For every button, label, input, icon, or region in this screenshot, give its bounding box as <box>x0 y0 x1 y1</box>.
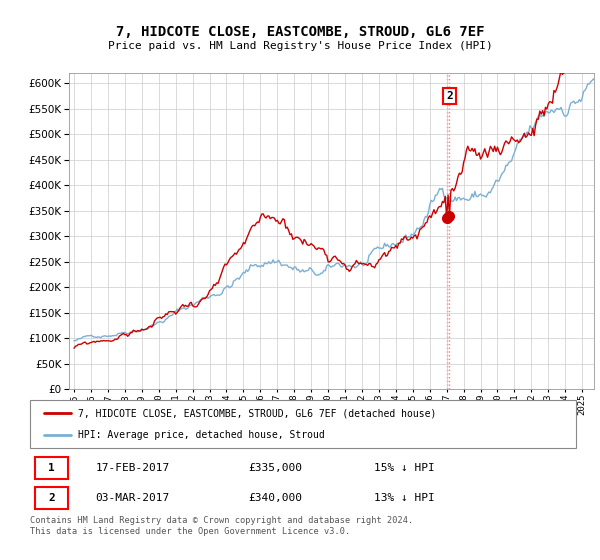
Text: 1: 1 <box>49 463 55 473</box>
Text: HPI: Average price, detached house, Stroud: HPI: Average price, detached house, Stro… <box>78 430 325 440</box>
Text: £340,000: £340,000 <box>248 493 302 503</box>
Text: 2: 2 <box>49 493 55 503</box>
Text: 2: 2 <box>446 91 453 101</box>
Text: Price paid vs. HM Land Registry's House Price Index (HPI): Price paid vs. HM Land Registry's House … <box>107 41 493 52</box>
FancyBboxPatch shape <box>35 457 68 479</box>
Text: £335,000: £335,000 <box>248 463 302 473</box>
FancyBboxPatch shape <box>35 487 68 509</box>
Text: 17-FEB-2017: 17-FEB-2017 <box>95 463 170 473</box>
Text: 03-MAR-2017: 03-MAR-2017 <box>95 493 170 503</box>
FancyBboxPatch shape <box>30 400 576 448</box>
Text: 7, HIDCOTE CLOSE, EASTCOMBE, STROUD, GL6 7EF (detached house): 7, HIDCOTE CLOSE, EASTCOMBE, STROUD, GL6… <box>78 408 436 418</box>
Text: Contains HM Land Registry data © Crown copyright and database right 2024.
This d: Contains HM Land Registry data © Crown c… <box>30 516 413 536</box>
Text: 15% ↓ HPI: 15% ↓ HPI <box>374 463 435 473</box>
Text: 7, HIDCOTE CLOSE, EASTCOMBE, STROUD, GL6 7EF: 7, HIDCOTE CLOSE, EASTCOMBE, STROUD, GL6… <box>116 25 484 39</box>
Text: 13% ↓ HPI: 13% ↓ HPI <box>374 493 435 503</box>
